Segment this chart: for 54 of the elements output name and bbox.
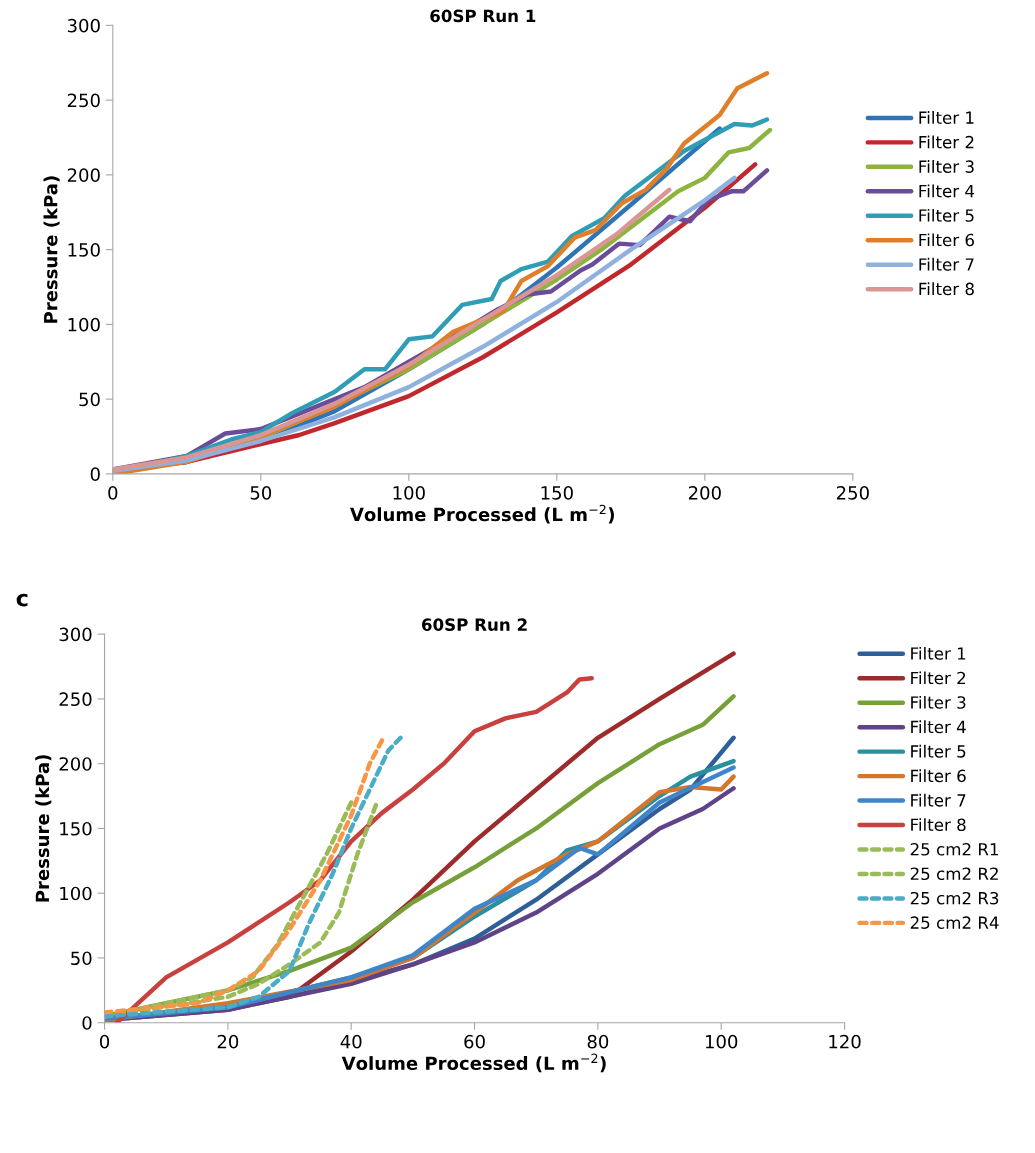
- y-tick-label: 200: [67, 168, 100, 182]
- y-axis-title: Pressure (kPa): [35, 755, 52, 902]
- x-tick-label: 40: [340, 1034, 362, 1049]
- x-tick-label: 250: [836, 486, 869, 500]
- y-tick-label: 150: [60, 821, 92, 836]
- legend-label: Filter 8: [911, 818, 966, 832]
- chart-title: 60SP Run 2: [421, 618, 527, 631]
- y-tick-label: 0: [90, 467, 100, 481]
- legend-label: Filter 4: [911, 720, 966, 734]
- y-tick-label: 300: [59, 627, 92, 642]
- y-tick-label: 150: [68, 243, 100, 257]
- legend-label: 25 cm2 R4: [910, 916, 999, 929]
- x-tick-label: 150: [541, 486, 573, 500]
- x-axis-title: Volume Processed (L m$^{−2}$): [341, 1053, 606, 1073]
- legend-label: Filter 8: [919, 282, 974, 296]
- legend-label: 25 cm2 R3: [910, 891, 999, 905]
- y-tick-label: 100: [68, 317, 100, 332]
- legend-label: Filter 7: [911, 793, 966, 807]
- y-tick-label: 250: [67, 93, 100, 108]
- x-tick-label: 120: [829, 1034, 861, 1049]
- x-tick-label: 0: [99, 1034, 110, 1049]
- legend-label: Filter 6: [919, 233, 974, 247]
- legend-label: Filter 2: [919, 135, 974, 149]
- legend-label: Filter 5: [911, 744, 966, 758]
- y-tick-label: 0: [82, 1016, 92, 1030]
- x-tick-label: 100: [393, 486, 425, 500]
- y-tick-label: 300: [67, 18, 100, 33]
- y-tick-label: 250: [59, 692, 92, 707]
- x-axis-title: Volume Processed (L m$^{−2}$): [350, 504, 614, 524]
- legend-label: Filter 7: [919, 257, 974, 271]
- x-tick-label: 60: [464, 1034, 485, 1049]
- y-tick-label: 50: [79, 392, 100, 407]
- legend-label: Filter 6: [911, 769, 966, 783]
- legend-label: 25 cm2 R2: [910, 867, 998, 881]
- legend-label: Filter 3: [919, 160, 974, 173]
- y-tick-label: 100: [60, 886, 92, 901]
- x-tick-label: 80: [587, 1034, 609, 1049]
- legend-label: Filter 2: [911, 671, 966, 685]
- legend-label: Filter 5: [919, 208, 974, 222]
- x-tick-label: 50: [250, 486, 272, 500]
- chart-title: 60SP Run 1: [430, 9, 536, 23]
- text: c: [16, 593, 28, 607]
- y-tick-label: 200: [59, 757, 92, 771]
- y-tick-label: 50: [71, 951, 92, 966]
- legend-label: Filter 4: [919, 184, 975, 198]
- x-tick-label: 0: [108, 486, 118, 500]
- x-tick-label: 200: [688, 486, 721, 500]
- legend-label: Filter 1: [911, 646, 966, 660]
- y-axis-title: Pressure (kPa): [43, 176, 60, 323]
- legend-label: Filter 3: [911, 695, 966, 709]
- x-tick-label: 100: [705, 1034, 738, 1049]
- legend-label: 25 cm2 R1: [910, 842, 999, 856]
- x-tick-label: 20: [217, 1034, 239, 1049]
- legend-label: Filter 1: [919, 111, 974, 124]
